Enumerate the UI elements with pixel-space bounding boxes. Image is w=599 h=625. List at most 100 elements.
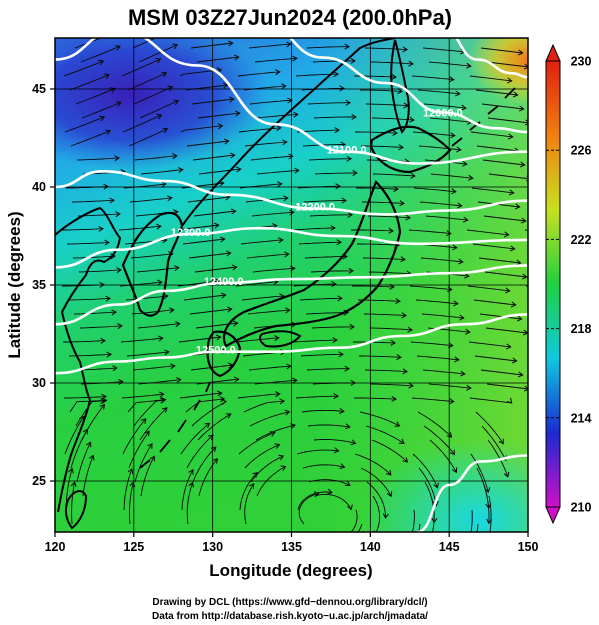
streamline-arrowhead (408, 60, 414, 67)
coastline-ryukyu (139, 381, 211, 469)
streamline-arrowhead (519, 161, 526, 168)
streamline (421, 313, 464, 319)
streamline (70, 130, 111, 147)
streamline (295, 395, 339, 399)
height-contour-line (55, 38, 528, 165)
streamline-arrowhead (573, 203, 578, 208)
streamline-arrowhead (347, 211, 353, 218)
streamline (469, 75, 512, 82)
streamline (80, 45, 121, 63)
streamline-arrowhead (167, 195, 173, 202)
streamline-arrowhead (286, 363, 292, 370)
colorbar-tick-label: 210 (571, 501, 592, 515)
streamline (128, 128, 168, 147)
streamline (197, 413, 232, 441)
streamline-arrowhead (175, 321, 181, 328)
streamline (483, 215, 526, 222)
streamline-arrowhead (333, 393, 339, 400)
streamline (246, 253, 289, 259)
streamline (137, 323, 180, 329)
streamline (238, 127, 281, 133)
streamline-arrowhead (582, 385, 586, 390)
streamline-arrowhead (398, 144, 404, 151)
streamline-arrowhead (388, 227, 394, 234)
streamline-arrowhead (400, 256, 406, 263)
streamline (476, 523, 479, 532)
streamline-arrowhead (466, 559, 471, 564)
streamline-arrowhead (233, 376, 240, 383)
streamline-arrowhead (397, 88, 403, 95)
streamline-arrowhead (105, 295, 111, 302)
streamline (479, 313, 522, 320)
streamline (361, 145, 404, 148)
streamline (355, 131, 398, 134)
streamline-arrowhead (449, 76, 455, 83)
streamline-arrowhead (392, 129, 398, 136)
streamline-arrowhead (449, 449, 456, 456)
streamline-arrowhead (227, 40, 234, 47)
streamline-arrowhead (344, 423, 351, 430)
streamline-arrowhead (103, 183, 109, 190)
streamline-arrowhead (99, 115, 106, 122)
streamline-arrowhead (523, 385, 528, 392)
streamline-arrowhead (507, 133, 514, 140)
streamline-arrowhead (506, 77, 513, 84)
streamline-arrowhead (433, 482, 439, 489)
streamline-arrowhead (335, 183, 341, 190)
streamline-arrowhead (292, 55, 298, 62)
streamline-arrowhead (285, 307, 291, 314)
streamline (485, 327, 528, 334)
streamline (128, 431, 150, 469)
streamline (250, 455, 284, 483)
streamline-arrowhead (521, 273, 528, 280)
streamline (193, 210, 236, 217)
streamline-arrowhead (221, 398, 227, 405)
streamline (357, 523, 363, 532)
streamline-arrowhead (539, 489, 544, 494)
streamline-arrowhead (326, 488, 333, 495)
streamline (354, 397, 397, 400)
streamline (244, 483, 255, 525)
streamline (415, 299, 458, 305)
streamline (197, 112, 240, 119)
streamline (471, 187, 514, 194)
streamline-arrowhead (275, 391, 281, 398)
streamline (476, 145, 519, 152)
streamline (301, 409, 344, 413)
streamline (194, 266, 237, 273)
y-tick-label: 30 (32, 376, 46, 390)
colorbar-max-arrow (545, 43, 561, 62)
streamline-arrowhead (164, 349, 170, 356)
streamline-arrowhead (402, 368, 408, 375)
y-axis-label: Latitude (degrees) (5, 211, 24, 358)
streamline (309, 214, 352, 217)
streamline-arrowhead (394, 421, 401, 427)
streamline-arrowhead (159, 391, 165, 398)
streamline-arrowhead (99, 403, 106, 410)
streamline (474, 355, 517, 362)
streamline-arrowhead (166, 30, 171, 35)
streamline (478, 257, 521, 264)
streamline (76, 157, 119, 161)
streamline-arrowhead (566, 133, 571, 138)
streamline (430, 173, 473, 179)
streamline-arrowhead (570, 357, 575, 362)
streamline-arrowhead (576, 371, 581, 376)
streamline-arrowhead (512, 91, 519, 98)
streamline-arrowhead (333, 71, 339, 78)
streamline (539, 48, 581, 52)
y-tick-label: 35 (32, 278, 46, 292)
streamline-arrowhead (330, 225, 336, 232)
streamline (255, 113, 298, 119)
x-tick-label: 135 (281, 540, 302, 554)
height-contour-label: 12200.0 (295, 202, 335, 214)
streamline-arrowhead (498, 438, 504, 445)
streamline (254, 57, 297, 63)
streamline (418, 467, 437, 506)
streamline-arrowhead (334, 127, 340, 134)
streamline-arrowhead (503, 231, 510, 238)
streamline-arrowhead (571, 91, 576, 96)
streamline (244, 444, 280, 469)
streamline-arrowhead (85, 441, 92, 448)
streamline-arrowhead (168, 307, 175, 314)
